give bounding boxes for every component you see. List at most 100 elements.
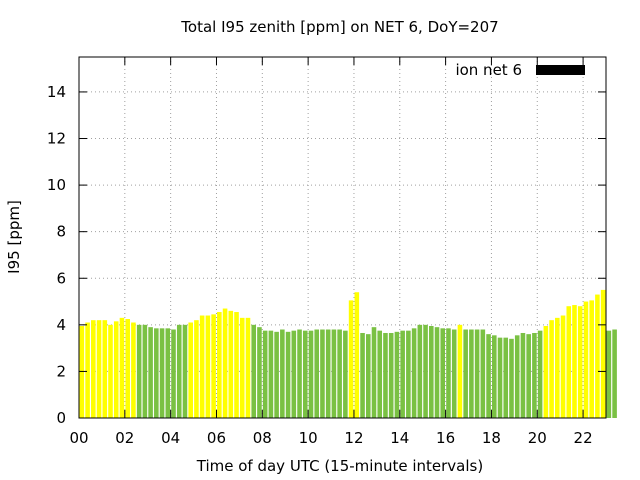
bar (142, 324, 148, 418)
bar (257, 327, 262, 418)
y-tick-label: 2 (56, 362, 66, 380)
y-tick-label: 6 (56, 269, 66, 287)
bar (451, 329, 457, 418)
legend: ion net 6 (455, 61, 585, 79)
bar (343, 330, 348, 418)
x-axis-label: Time of day UTC (15-minute intervals) (196, 457, 483, 475)
bar (280, 329, 285, 418)
bar (268, 330, 274, 418)
x-tick-label: 14 (390, 429, 409, 447)
bar (171, 329, 176, 418)
bar (205, 315, 211, 418)
bar (136, 324, 142, 418)
bar (434, 327, 440, 418)
bar (429, 326, 434, 418)
bar (492, 335, 497, 418)
x-tick-label: 18 (482, 429, 501, 447)
bar (239, 317, 245, 418)
bar (291, 330, 297, 418)
bar (194, 320, 199, 418)
y-tick-label: 0 (56, 409, 66, 427)
bar (159, 328, 165, 418)
bar (463, 329, 468, 418)
bar (612, 329, 617, 418)
x-tick-label: 10 (299, 429, 318, 447)
bar (314, 329, 320, 418)
bar (411, 328, 417, 418)
bar (251, 324, 256, 418)
bar (91, 320, 96, 418)
grid-lines (79, 57, 606, 418)
x-tick-labels: 00 02 04 06 08 10 12 14 16 18 20 22 (69, 429, 592, 447)
bar (606, 330, 612, 418)
bar (371, 327, 377, 418)
bar (457, 324, 463, 418)
bar (446, 328, 451, 418)
plot-frame (78, 56, 607, 419)
x-tick-label: 06 (207, 429, 226, 447)
bar (560, 315, 566, 418)
bar (234, 312, 239, 418)
x-tick-label: 20 (528, 429, 547, 447)
x-tick-label: 22 (574, 429, 593, 447)
bar (474, 329, 480, 418)
y-tick-label: 4 (56, 316, 66, 334)
bar (154, 328, 159, 418)
bar (537, 330, 543, 418)
y-axis-label: I95 [ppm] (5, 200, 23, 274)
bar (113, 321, 119, 418)
bar (297, 329, 302, 418)
bar (532, 332, 537, 418)
x-tick-label: 04 (161, 429, 180, 447)
bar (222, 308, 228, 418)
bar (125, 319, 130, 418)
x-tick-label: 12 (344, 429, 363, 447)
bar (600, 289, 606, 418)
bar (406, 330, 411, 418)
bar (337, 329, 342, 418)
bar (96, 320, 102, 418)
bar (514, 335, 520, 418)
bar (526, 334, 531, 418)
bar (423, 324, 428, 418)
axis-ticks (78, 57, 606, 419)
y-tick-label: 12 (47, 130, 66, 148)
x-tick-label: 08 (253, 429, 272, 447)
bar (383, 332, 388, 418)
bar (182, 324, 188, 418)
bar (543, 326, 549, 418)
bar (274, 331, 279, 418)
bar (285, 331, 291, 418)
bar (555, 317, 560, 418)
chart-title: Total I95 zenith [ppm] on NET 6, DoY=207 (180, 18, 498, 36)
bar (188, 322, 193, 418)
bar (176, 324, 182, 418)
bar (262, 330, 268, 418)
bar (119, 317, 125, 418)
y-tick-label: 10 (47, 176, 66, 194)
legend-label: ion net 6 (455, 61, 522, 79)
bar (577, 306, 583, 418)
bar (394, 331, 400, 418)
y-tick-label: 8 (56, 223, 66, 241)
bars (79, 289, 617, 418)
bar (503, 337, 509, 418)
bar (417, 324, 423, 418)
bar (131, 322, 136, 418)
bar (440, 328, 446, 418)
bar (486, 334, 491, 418)
bar (400, 330, 405, 418)
bar (85, 322, 90, 418)
bar (79, 326, 85, 418)
bar (325, 329, 331, 418)
bar (320, 329, 325, 418)
bar (497, 337, 503, 418)
bar (148, 327, 153, 418)
bar (108, 324, 113, 418)
bar (377, 330, 383, 418)
bar (211, 314, 216, 418)
bar (520, 332, 526, 418)
bar (308, 330, 314, 418)
bar (388, 332, 394, 418)
